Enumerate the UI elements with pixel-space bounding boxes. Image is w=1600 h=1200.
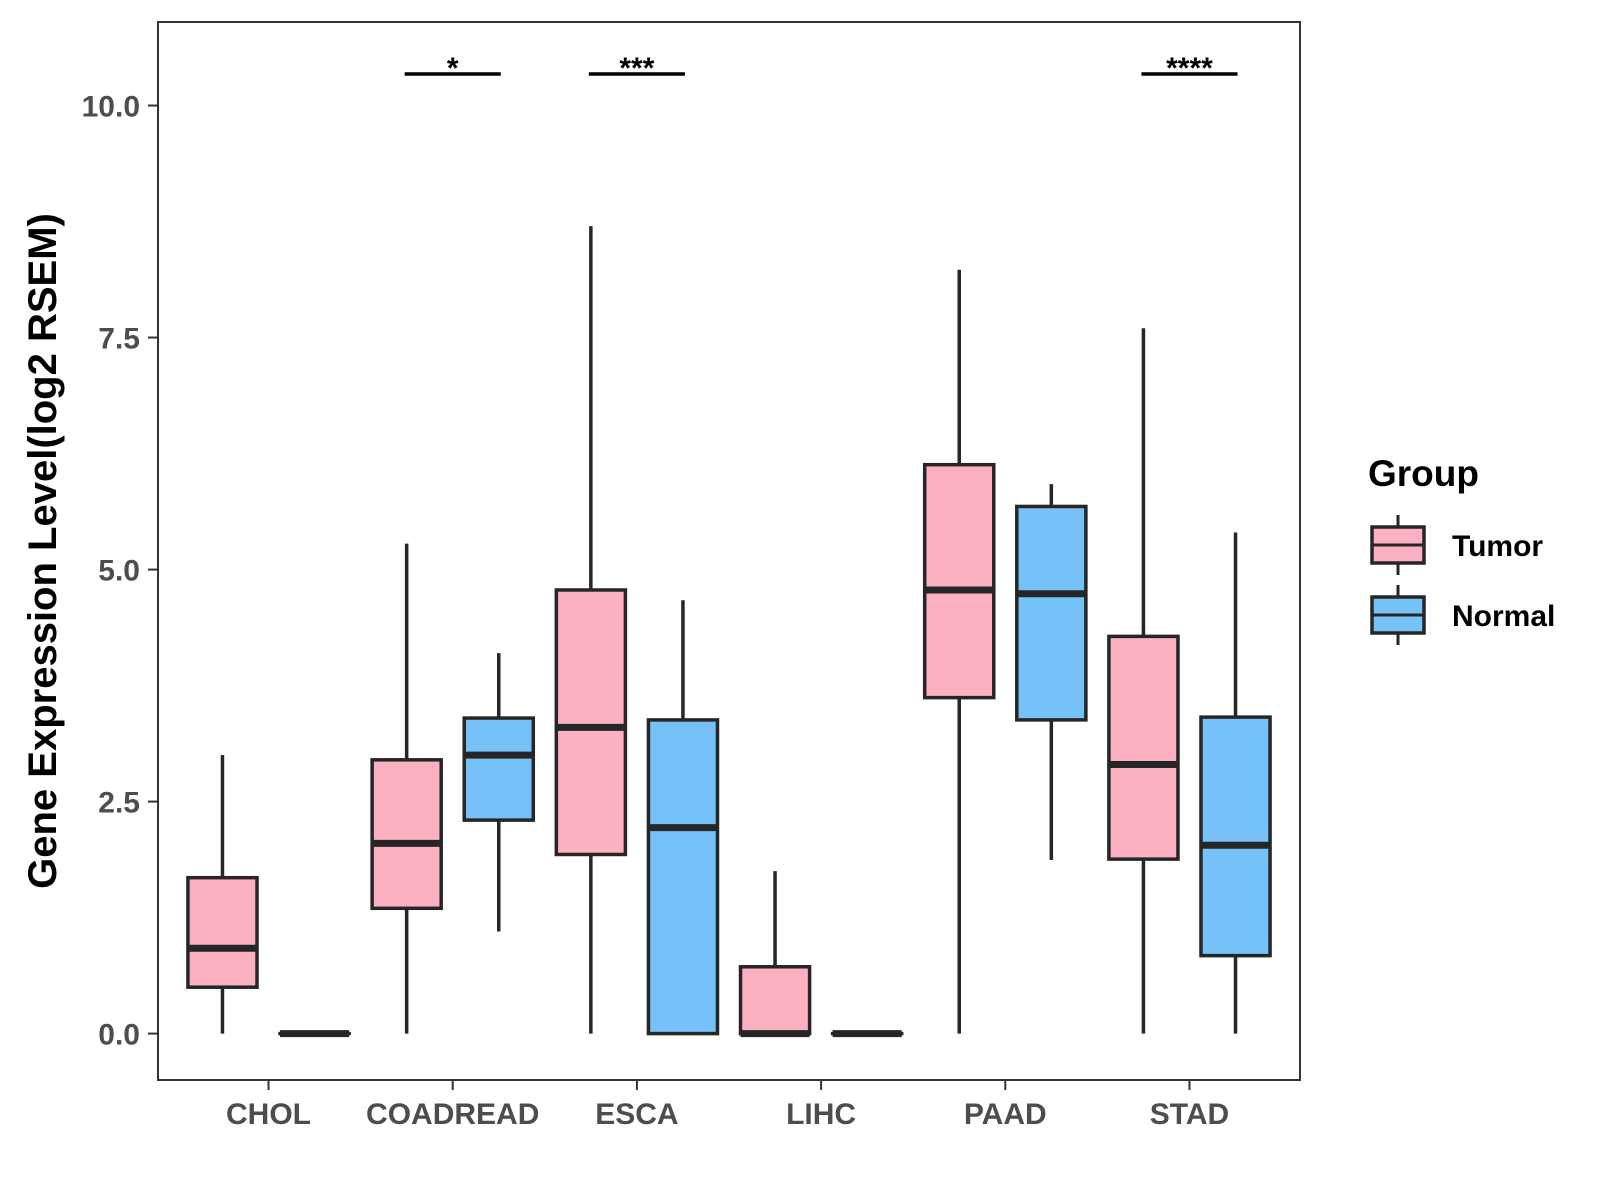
box-body xyxy=(186,875,259,989)
significance-annotations: * *** **** xyxy=(404,52,1238,85)
box-body xyxy=(922,462,996,700)
legend-item-normal: Normal xyxy=(1370,585,1555,645)
significance-label: **** xyxy=(1166,52,1213,85)
legend-item-tumor: Tumor xyxy=(1370,515,1543,575)
x-tick-label: PAAD xyxy=(964,1098,1047,1131)
y-axis: 0.0 2.5 5.0 7.5 10.0 xyxy=(82,91,158,1052)
significance-label: * xyxy=(447,52,459,85)
box-body xyxy=(1015,504,1088,722)
x-axis: CHOL COADREAD ESCA LIHC PAAD STAD xyxy=(226,1080,1229,1131)
box-tumor-stad xyxy=(1107,328,1180,1034)
legend-title: Group xyxy=(1368,453,1479,494)
legend-label: Tumor xyxy=(1452,530,1543,563)
box-body xyxy=(738,965,812,1036)
significance-esca: *** xyxy=(588,52,685,85)
x-tick-label: LIHC xyxy=(786,1098,856,1131)
y-tick-label: 7.5 xyxy=(98,323,140,356)
box-body xyxy=(554,588,628,857)
y-tick-label: 10.0 xyxy=(82,91,140,124)
significance-stad: **** xyxy=(1141,52,1238,85)
plot-panel-border xyxy=(157,21,1301,1081)
box-tumor-lihc xyxy=(738,871,812,1038)
y-tick-label: 0.0 xyxy=(98,1019,140,1052)
box-normal-stad xyxy=(1199,532,1272,1034)
y-axis-title: Gene Expression Level(log2 RSEM) xyxy=(21,213,65,889)
box-body xyxy=(370,758,443,911)
box-tumor-chol xyxy=(186,755,259,1034)
box-body xyxy=(1107,634,1180,861)
significance-label: *** xyxy=(619,52,654,85)
y-tick-label: 5.0 xyxy=(98,555,140,588)
x-tick-label: ESCA xyxy=(595,1098,678,1131)
box-body xyxy=(646,718,720,1036)
y-tick-label: 2.5 xyxy=(98,787,140,820)
box-body xyxy=(462,716,536,822)
legend: Group Tumor Normal xyxy=(1368,453,1555,645)
box-normal-esca xyxy=(646,600,720,1036)
significance-coadread: * xyxy=(404,52,501,85)
box-tumor-paad xyxy=(922,269,996,1034)
box-normal-coadread xyxy=(462,653,536,932)
x-tick-label: CHOL xyxy=(226,1098,311,1131)
legend-label: Normal xyxy=(1452,600,1555,633)
box-tumor-esca xyxy=(554,226,628,1034)
box-normal-paad xyxy=(1015,484,1088,861)
box-body xyxy=(1199,715,1272,958)
box-tumor-coadread xyxy=(370,543,443,1034)
x-tick-label: STAD xyxy=(1150,1098,1229,1131)
x-tick-label: COADREAD xyxy=(366,1098,539,1131)
box-series xyxy=(186,226,1272,1038)
